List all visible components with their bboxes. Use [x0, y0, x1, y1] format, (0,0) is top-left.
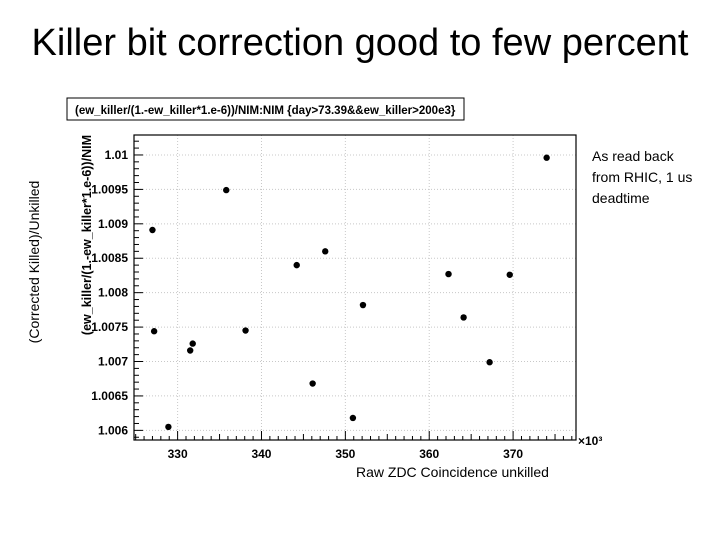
data-point [445, 270, 452, 278]
data-point [486, 359, 493, 366]
data-point [460, 314, 467, 321]
data-point [150, 328, 158, 335]
data-point [189, 340, 196, 347]
y-tick-label: 1.009 [98, 217, 128, 231]
data-point [149, 226, 156, 234]
x-tick-label: 330 [168, 447, 188, 461]
y-tick-label: 1.0085 [91, 251, 128, 265]
data-point [242, 327, 249, 334]
x-tick-label: 350 [335, 447, 355, 461]
chart-title-box [66, 97, 465, 121]
data-point [543, 154, 550, 161]
data-point [349, 414, 357, 422]
x-tick-label: 340 [251, 447, 271, 461]
y-tick-label: 1.0065 [91, 389, 128, 403]
x-tick-label: 370 [503, 447, 523, 461]
x-tick-label: 360 [419, 447, 439, 461]
data-point [186, 347, 194, 354]
x-exponent-label: ×10³ [578, 434, 602, 448]
slide-title: Killer bit correction good to few percen… [31, 22, 689, 64]
data-point [223, 186, 230, 194]
data-point [506, 271, 513, 278]
y-tick-label: 1.0095 [91, 182, 128, 196]
y-tick-label: 1.01 [105, 148, 129, 162]
chart-title: (ew_killer/(1.-ew_killer*1.e-6))/NIM:NIM… [75, 105, 456, 117]
data-point [359, 301, 367, 309]
plot-frame [133, 134, 577, 441]
data-point [293, 261, 300, 269]
y-tick-label: 1.006 [98, 423, 128, 437]
data-point [309, 380, 316, 387]
annotation-note: As read back from RHIC, 1 us deadtime [592, 148, 693, 206]
y-tick-label: 1.0075 [91, 320, 128, 334]
data-point [322, 248, 329, 255]
y-tick-label: 1.007 [98, 355, 128, 369]
y-tick-label: 1.008 [98, 286, 128, 300]
x-axis-label: Raw ZDC Coincidence unkilled [356, 464, 549, 480]
data-point [165, 423, 172, 431]
y-axis-title: (ew_killer/(1.-ew_killer*1.e-6))/NIM [80, 135, 94, 335]
